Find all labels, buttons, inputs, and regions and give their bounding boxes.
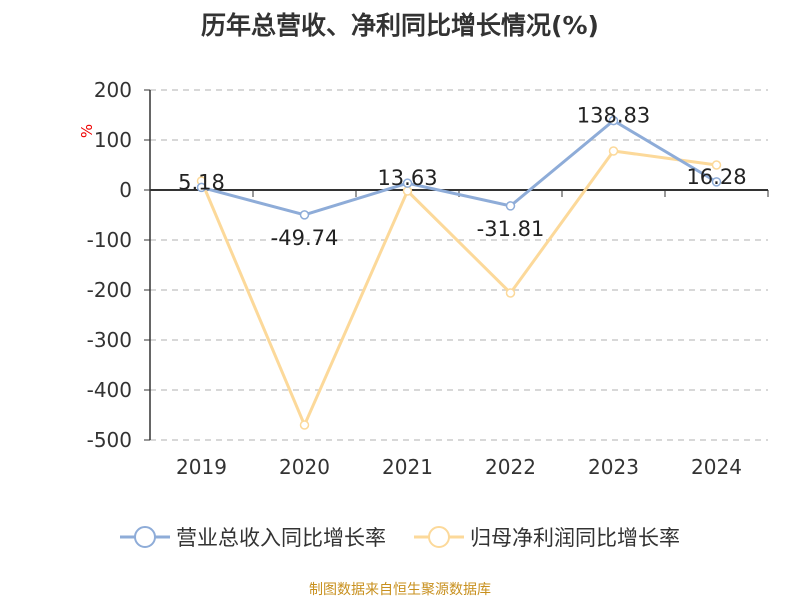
legend-label: 归母净利润同比增长率 xyxy=(470,526,680,550)
data-point xyxy=(608,146,619,156)
legend-label: 营业总收入同比增长率 xyxy=(176,526,386,550)
x-tick-label: 2021 xyxy=(382,455,433,479)
x-tick-label: 2022 xyxy=(485,455,536,479)
series-line-1 xyxy=(200,149,717,429)
data-point xyxy=(505,288,516,298)
data-point xyxy=(711,177,722,187)
data-point xyxy=(299,210,310,220)
data-label: 138.83 xyxy=(577,104,650,128)
data-label: 16.28 xyxy=(686,165,746,189)
legend: 营业总收入同比增长率 归母净利润同比增长率 xyxy=(0,522,800,552)
data-point xyxy=(402,178,413,188)
y-tick-label: 200 xyxy=(94,78,132,102)
data-point xyxy=(608,115,619,126)
x-tick-label: 2023 xyxy=(588,455,639,479)
series-line-0 xyxy=(201,118,718,217)
x-tick-label: 2024 xyxy=(691,455,742,479)
x-tick-label: 2020 xyxy=(279,455,330,479)
legend-item[interactable]: 营业总收入同比增长率 xyxy=(120,522,386,552)
y-axis-label: % xyxy=(78,124,96,138)
y-tick-label: -100 xyxy=(87,228,132,252)
data-point xyxy=(711,160,722,170)
data-point xyxy=(299,420,310,430)
y-tick-label: 100 xyxy=(94,128,132,152)
data-label: 5.18 xyxy=(178,170,225,194)
source-note: 制图数据来自恒生聚源数据库 xyxy=(309,582,491,598)
y-tick-label: -200 xyxy=(87,278,132,302)
x-tick-label: 2019 xyxy=(176,455,227,479)
legend-item[interactable]: 归母净利润同比增长率 xyxy=(414,522,680,552)
legend-marker-icon xyxy=(120,526,170,548)
y-tick-label: 0 xyxy=(119,178,132,202)
legend-marker-icon xyxy=(414,526,464,548)
data-label: -49.74 xyxy=(271,226,339,250)
chart-title: 历年总营收、净利同比增长情况(%) xyxy=(201,11,599,40)
data-point xyxy=(505,201,516,211)
data-label: -31.81 xyxy=(477,217,545,241)
y-tick-label: -400 xyxy=(87,378,132,402)
y-tick-label: -500 xyxy=(87,428,132,452)
data-label: 13.63 xyxy=(377,166,437,190)
data-point xyxy=(196,182,207,193)
y-tick-label: -300 xyxy=(87,328,132,352)
